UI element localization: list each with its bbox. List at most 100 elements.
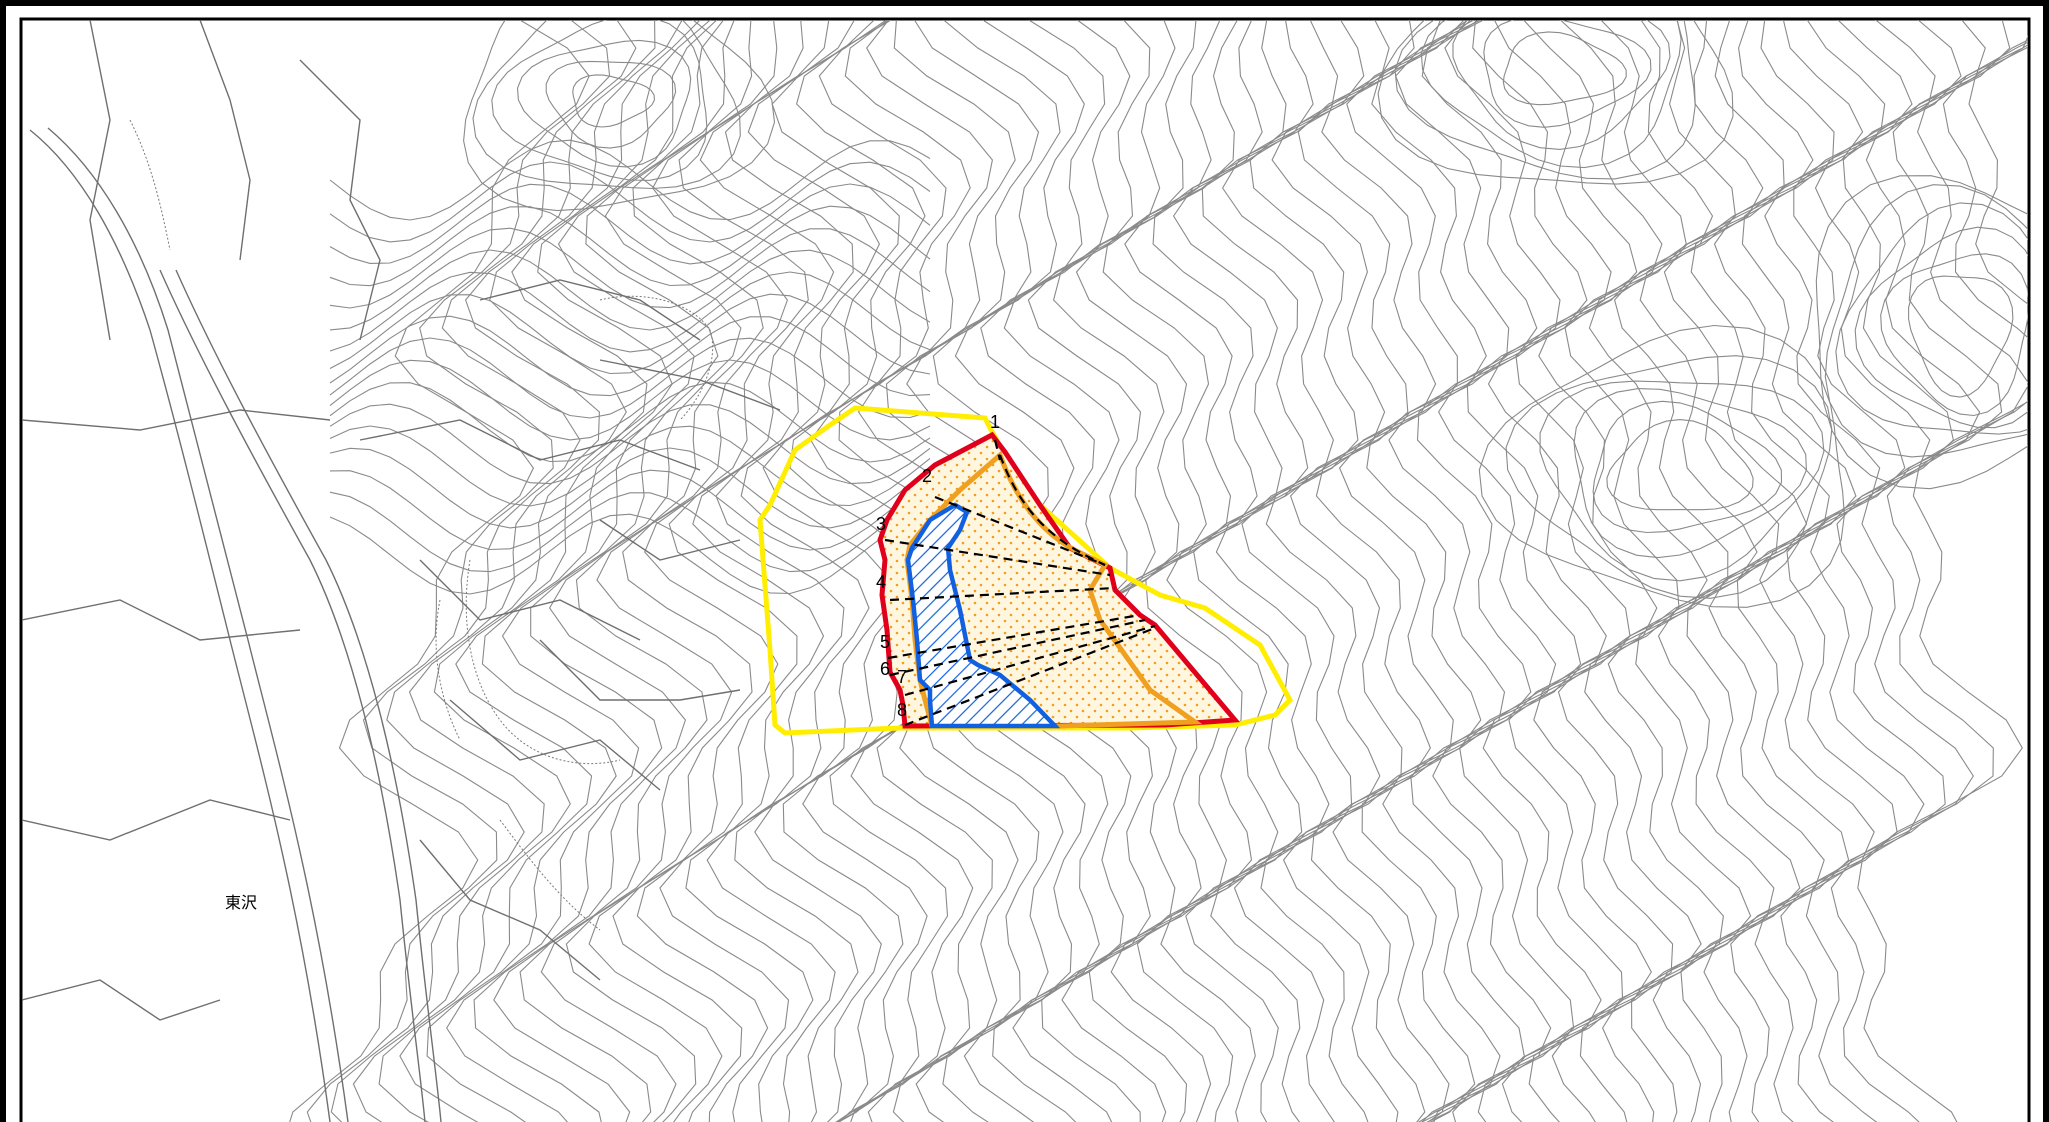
section-label-2: 2 bbox=[922, 466, 932, 486]
place-name-label: 東沢 bbox=[225, 893, 257, 912]
section-label-8: 8 bbox=[897, 700, 907, 720]
knoll-contour bbox=[1908, 275, 2014, 398]
contour-line bbox=[1421, 20, 1687, 1122]
knoll-contour bbox=[1606, 419, 1754, 511]
inner-frame bbox=[19, 17, 2031, 1122]
knoll-contour bbox=[1880, 253, 2028, 417]
contour-line-west bbox=[329, 205, 931, 287]
contour-line-west bbox=[329, 337, 931, 419]
contour-line bbox=[399, 20, 701, 1122]
section-label-4: 4 bbox=[876, 572, 886, 592]
contour-line-west bbox=[329, 139, 931, 221]
knoll-contour bbox=[516, 39, 692, 168]
knoll-contour bbox=[1573, 388, 1807, 559]
contour-line bbox=[1410, 20, 1638, 1122]
knoll-contour bbox=[1824, 184, 2028, 458]
contour-line-west bbox=[329, 513, 931, 595]
contour-line bbox=[540, 20, 789, 1122]
contour-line-west bbox=[329, 161, 931, 243]
knoll-contour bbox=[491, 20, 708, 181]
contour-line-west bbox=[329, 183, 931, 265]
knoll-contour bbox=[1394, 20, 1696, 180]
section-label-3: 3 bbox=[876, 514, 886, 534]
contour-line bbox=[1805, 44, 2028, 1122]
contour-line bbox=[1382, 20, 1612, 1122]
contour-line-west bbox=[329, 227, 931, 309]
contour-line bbox=[1136, 20, 1415, 1122]
contour-line bbox=[1730, 20, 2011, 1122]
contour-line-west bbox=[329, 271, 931, 353]
section-label-1: 1 bbox=[990, 412, 1000, 432]
contour-line bbox=[685, 20, 926, 1122]
contour-line bbox=[1282, 20, 1510, 1122]
contour-line-west bbox=[329, 425, 931, 507]
contour-line bbox=[1332, 20, 1561, 1122]
knoll-contour bbox=[1502, 31, 1627, 106]
contour-line bbox=[378, 20, 683, 1122]
contour-line-west bbox=[329, 491, 931, 573]
section-labels: 1 2 3 4 5 6 7 8 bbox=[876, 412, 1000, 720]
contour-line bbox=[1780, 45, 2028, 1122]
knoll-contour bbox=[1539, 380, 1825, 582]
knoll-contour bbox=[545, 60, 677, 149]
contour-line-west bbox=[329, 403, 931, 485]
section-label-7: 7 bbox=[897, 667, 907, 687]
contour-lines bbox=[289, 20, 2028, 1122]
knoll-contour bbox=[1478, 324, 1845, 608]
knoll-contour bbox=[1835, 202, 2028, 435]
contour-line-west bbox=[329, 381, 931, 463]
contour-line bbox=[352, 20, 656, 1122]
contour-line bbox=[1579, 20, 1864, 1122]
contour-line-west bbox=[329, 469, 931, 551]
contour-line bbox=[1601, 20, 1886, 1122]
contour-line-west bbox=[329, 447, 931, 529]
contour-line bbox=[519, 20, 764, 1122]
contour-line bbox=[426, 20, 711, 1122]
contour-line bbox=[636, 20, 881, 1122]
contour-line bbox=[1830, 41, 2028, 1122]
contour-line bbox=[1361, 20, 1588, 1122]
contour-line bbox=[1185, 20, 1465, 1122]
terrace-walls bbox=[129, 119, 714, 931]
contour-line bbox=[1417, 20, 1663, 1122]
section-lines bbox=[884, 439, 1156, 727]
contour-line bbox=[1310, 20, 1538, 1122]
contour-line bbox=[1260, 20, 1487, 1122]
knoll-contour bbox=[1452, 20, 1671, 150]
contour-line bbox=[1703, 20, 1986, 1122]
knoll-contour bbox=[463, 20, 776, 212]
contour-line bbox=[1680, 20, 1962, 1122]
contour-line bbox=[1528, 20, 1814, 1122]
contour-line bbox=[289, 20, 590, 1122]
contour-line bbox=[306, 20, 611, 1122]
contour-line-west bbox=[329, 359, 931, 441]
blue-zone-boundary bbox=[905, 502, 1061, 729]
contour-line bbox=[1652, 20, 1936, 1122]
contour-line bbox=[1110, 20, 1390, 1122]
knoll-contour bbox=[1483, 20, 1652, 128]
contour-line bbox=[588, 20, 835, 1122]
knoll-contour bbox=[572, 74, 655, 128]
contour-line bbox=[1012, 20, 1287, 1122]
contour-line-west bbox=[329, 315, 931, 397]
section-label-5: 5 bbox=[880, 632, 890, 652]
contour-line bbox=[612, 20, 855, 1122]
knoll-contour bbox=[1420, 20, 1682, 169]
knoll-contour bbox=[1815, 175, 2028, 490]
contour-line bbox=[1088, 20, 1365, 1122]
contour-line bbox=[659, 20, 900, 1122]
contour-line-west bbox=[329, 293, 931, 375]
road-network bbox=[22, 20, 781, 1122]
contour-line-west bbox=[329, 249, 931, 331]
knoll-contour bbox=[1377, 20, 1734, 185]
knoll-contour bbox=[1592, 400, 1783, 534]
knoll-contour bbox=[1505, 355, 1833, 599]
contour-line bbox=[1210, 20, 1479, 1122]
knoll-contour bbox=[472, 20, 741, 190]
knoll-contour bbox=[1854, 226, 2028, 429]
contour-line bbox=[493, 20, 742, 1122]
contour-line bbox=[1433, 20, 1714, 1122]
